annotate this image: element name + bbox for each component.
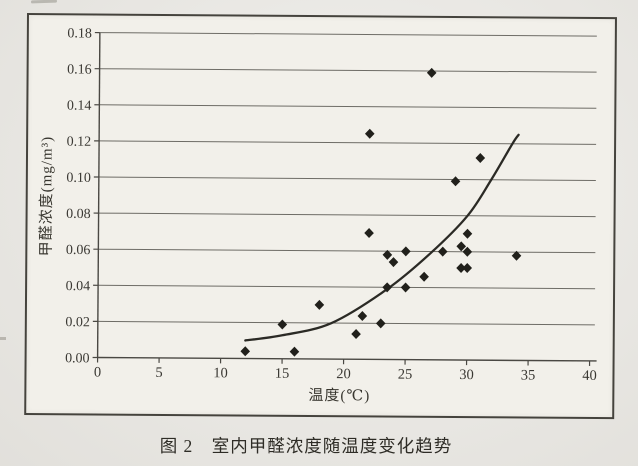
x-tick-label: 5 [155, 365, 162, 381]
x-tick-label: 20 [336, 366, 351, 382]
x-tick-label: 25 [398, 367, 413, 383]
data-point-diamond [462, 246, 473, 257]
x-tick-label: 40 [582, 368, 597, 384]
data-point-diamond [289, 346, 300, 357]
y-tick-label: 0.14 [67, 99, 92, 114]
data-point-diamond [456, 262, 466, 273]
y-tick-label: 0.08 [66, 207, 91, 222]
x-tick-label: 0 [94, 364, 101, 380]
data-point-diamond [351, 329, 361, 340]
gridline [99, 140, 597, 145]
data-point-diamond [364, 228, 374, 239]
y-tick-label: 0.10 [66, 171, 91, 186]
gridline [97, 320, 595, 326]
data-point-diamond [314, 299, 325, 310]
x-tick-label: 10 [213, 365, 228, 381]
y-tick-label: 0.16 [67, 62, 92, 77]
data-point-diamond [240, 346, 251, 357]
y-tick-label: 0.02 [65, 315, 90, 330]
data-point-diamond [419, 271, 429, 282]
gridline [99, 68, 597, 73]
gridline [99, 104, 597, 109]
data-point-diamond [382, 282, 392, 293]
data-point-diamond [382, 249, 393, 260]
x-tick-label: 30 [459, 367, 474, 383]
y-tick-label: 0.18 [67, 26, 92, 41]
figure-caption: 图 2 室内甲醛浓度随温度变化趋势 [159, 436, 453, 456]
y-tick-label: 0.00 [65, 351, 90, 366]
y-tick-label: 0.12 [67, 135, 92, 150]
gridline [98, 284, 596, 290]
y-tick-label: 0.06 [66, 243, 91, 258]
x-tick-label: 15 [275, 366, 290, 382]
data-point-diamond [400, 282, 411, 293]
x-tick-label: 35 [521, 367, 536, 383]
data-point-diamond [437, 246, 448, 257]
data-point-diamond [462, 263, 473, 274]
data-point-diamond [401, 246, 411, 257]
gridline [98, 248, 596, 254]
data-point-diamond [462, 228, 473, 239]
figure-frame: 0.00 0.02 0.04 0.06 0.08 0.10 0.12 0.14 0.16 0.18… [24, 13, 617, 420]
data-point-diamond [426, 67, 437, 78]
data-point-diamond [357, 311, 368, 322]
data-point-diamond [450, 176, 461, 187]
trend-curve [244, 133, 520, 342]
gridline [99, 32, 597, 37]
scan-smudge [30, 0, 58, 4]
scan-artifact-dash [0, 337, 6, 340]
data-point-diamond [388, 257, 399, 268]
data-point-diamond [375, 318, 386, 329]
x-axis-title: 温度(℃) [308, 387, 371, 405]
y-axis-title: 甲醛浓度(mg/m³) [38, 135, 56, 257]
y-tick-label: 0.04 [66, 279, 91, 294]
gridline [98, 176, 596, 181]
y-axis-line [96, 32, 101, 358]
data-point-diamond [456, 241, 467, 252]
x-axis-line [97, 356, 597, 362]
scatter-plot: 0.00 0.02 0.04 0.06 0.08 0.10 0.12 0.14 0.16 0.18… [65, 26, 597, 384]
data-point-diamond [511, 250, 522, 261]
data-point-diamond [364, 128, 375, 139]
data-point-diamond [475, 153, 486, 164]
data-point-diamond [277, 319, 288, 330]
gridline [98, 212, 596, 218]
